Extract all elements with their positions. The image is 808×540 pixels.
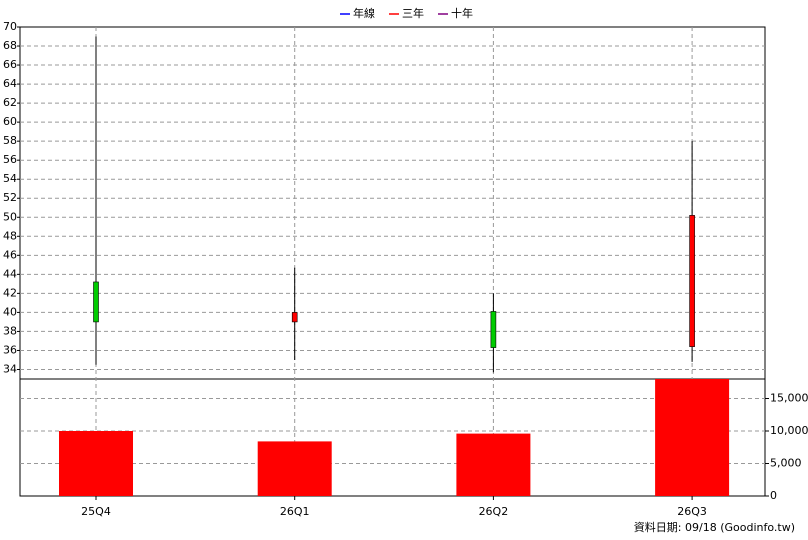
candle-body	[291, 312, 298, 323]
y-tick-label: 58	[3, 134, 17, 147]
y-tick-label: 68	[3, 39, 17, 52]
legend-label: 三年	[402, 6, 424, 20]
plot-frame	[19, 26, 766, 497]
y-tick-label: 48	[3, 229, 17, 242]
candle-body	[93, 281, 99, 323]
y-tick-label: 38	[3, 324, 17, 337]
y-tick-label: 64	[3, 77, 17, 90]
y-tick-label: 44	[3, 267, 17, 280]
y2-tick-label: 15,000	[770, 392, 808, 405]
y-tick-label: 40	[3, 305, 17, 318]
x-tick-label: 26Q1	[280, 505, 310, 518]
volume-bar	[655, 379, 730, 496]
candle-body	[689, 215, 695, 347]
y-tick-label: 62	[3, 96, 17, 109]
y2-tick-label: 10,000	[770, 424, 808, 437]
legend-label: 十年	[451, 6, 473, 20]
y-tick-label: 36	[3, 343, 17, 356]
footer: 資料日期: 09/18 (Goodinfo.tw)	[634, 520, 795, 534]
y2-tick-label: 0	[770, 489, 777, 502]
legend-label: 年線	[353, 6, 375, 20]
volume-bar	[456, 433, 531, 496]
y-tick-label: 46	[3, 248, 17, 261]
y-tick-label: 34	[3, 362, 17, 375]
y-tick-label: 66	[3, 58, 17, 71]
y-tick-label: 56	[3, 153, 17, 166]
volume-bar	[59, 431, 133, 496]
y-tick-label: 60	[3, 115, 17, 128]
volume-bar	[257, 441, 332, 496]
y-tick-label: 50	[3, 210, 17, 223]
y-tick-label: 70	[3, 20, 17, 33]
y-tick-label: 54	[3, 172, 17, 185]
y-tick-label: 42	[3, 286, 17, 299]
y-tick-label: 52	[3, 191, 17, 204]
x-tick-label: 26Q2	[479, 505, 509, 518]
y2-tick-label: 5,000	[770, 457, 802, 470]
candle-body	[490, 311, 497, 348]
x-tick-label: 26Q3	[677, 505, 707, 518]
x-tick-label: 25Q4	[81, 505, 111, 518]
